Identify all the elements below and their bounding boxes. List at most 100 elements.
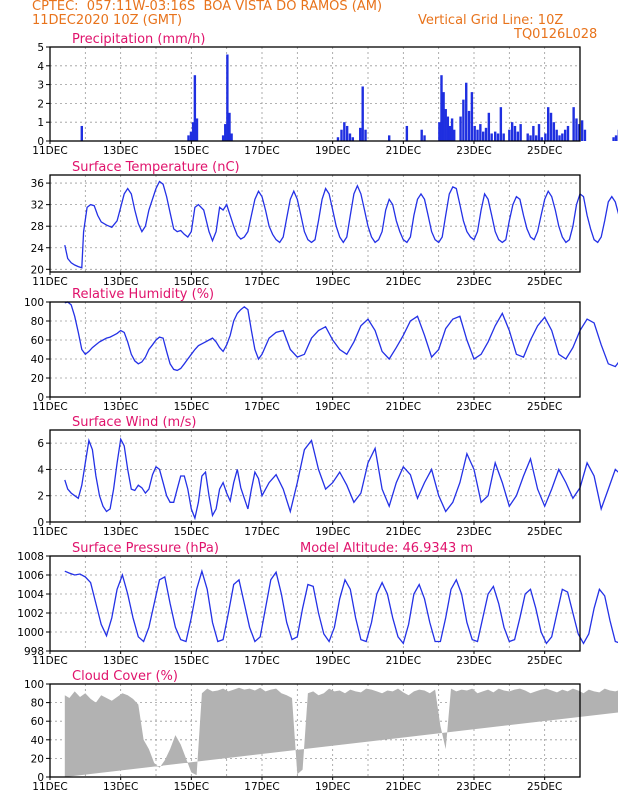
- precip-bar: [189, 131, 193, 141]
- humidity-ytick-label: 80: [31, 316, 44, 328]
- precip-bar: [221, 135, 225, 141]
- precip-xtick-label: 25DEC: [527, 145, 562, 157]
- wind-xtick-label: 13DEC: [103, 526, 138, 538]
- precip-bar: [473, 125, 476, 141]
- pressure-ytick-label: 998: [24, 646, 44, 658]
- precip-ytick-label: 5: [37, 42, 44, 54]
- precip-bar: [230, 133, 233, 141]
- pressure-xtick-label: 25DEC: [527, 655, 562, 667]
- precip-bar: [359, 127, 362, 141]
- precip-bar: [513, 125, 517, 141]
- precip-bar: [555, 129, 558, 141]
- temp-xtick-label: 11DEC: [32, 276, 67, 288]
- precip-xtick-label: 17DEC: [244, 145, 279, 157]
- model-code: TQ0126L028: [514, 27, 598, 42]
- humidity-xtick-label: 25DEC: [527, 401, 562, 413]
- pressure-xtick-label: 13DEC: [103, 655, 138, 667]
- pressure-title: Surface Pressure (hPa): [72, 541, 219, 556]
- precip-bar: [351, 137, 355, 141]
- temp-xtick-label: 17DEC: [244, 276, 279, 288]
- precip-bar: [226, 54, 229, 141]
- wind-ytick-label: 4: [37, 464, 44, 476]
- cloud-ytick-label: 0: [37, 772, 44, 784]
- cloud-series-area: [64, 687, 618, 777]
- precip-bar: [481, 131, 485, 141]
- cloud-xtick-label: 25DEC: [527, 781, 562, 793]
- wind-frame: [49, 429, 581, 523]
- humidity-ytick-label: 40: [31, 354, 44, 366]
- pressure-xtick-label: 15DEC: [174, 655, 209, 667]
- precip-bar: [462, 99, 465, 141]
- humidity-ytick-label: 0: [37, 392, 44, 404]
- temp-ytick-label: 36: [31, 178, 45, 190]
- precip-bar: [499, 107, 503, 141]
- cloud-xtick-label: 23DEC: [456, 781, 491, 793]
- precip-bar: [479, 124, 482, 141]
- precip-bar: [465, 82, 468, 141]
- humidity-frame: [49, 301, 581, 398]
- temp-xtick-label: 15DEC: [174, 276, 209, 288]
- temp-ytick-label: 28: [31, 221, 44, 233]
- precip-bar: [444, 109, 447, 141]
- precip-bar: [487, 112, 491, 141]
- temp-xtick-label: 19DEC: [315, 276, 350, 288]
- wind-ytick-label: 6: [37, 438, 44, 450]
- wind-series-line: [64, 437, 618, 521]
- precip-bar: [348, 133, 352, 141]
- precip-bar: [572, 107, 575, 141]
- precip-bar: [388, 135, 391, 141]
- precip-bar: [336, 137, 340, 141]
- precip-title: Precipitation (mm/h): [72, 32, 205, 47]
- wind-xtick-label: 25DEC: [527, 526, 562, 538]
- wind-xtick-label: 21DEC: [386, 526, 421, 538]
- grid-note: Vertical Grid Line: 10Z: [418, 13, 564, 28]
- temp-xtick-label: 13DEC: [103, 276, 138, 288]
- precip-bar: [195, 118, 199, 141]
- precip-xtick-label: 11DEC: [32, 145, 67, 157]
- precip-bar: [364, 129, 367, 141]
- pressure-ytick-label: 1008: [17, 551, 44, 563]
- wind-xtick-label: 23DEC: [456, 526, 491, 538]
- precip-bar: [442, 92, 445, 141]
- pressure-xtick-label: 17DEC: [244, 655, 279, 667]
- precip-bar: [519, 124, 522, 141]
- precip-bar: [561, 133, 564, 141]
- humidity-xtick-label: 11DEC: [32, 401, 67, 413]
- wind-ytick-label: 2: [37, 491, 44, 503]
- precip-ytick-label: 1: [37, 117, 44, 129]
- precip-xtick-label: 19DEC: [315, 145, 350, 157]
- pressure-ytick-label: 1006: [17, 570, 44, 582]
- pressure-annotation: Model Altitude: 46.9343 m: [300, 541, 473, 556]
- wind-title: Surface Wind (m/s): [72, 415, 196, 430]
- precip-bar: [558, 135, 561, 141]
- precip-bar: [614, 135, 618, 141]
- pressure-xtick-label: 23DEC: [456, 655, 491, 667]
- humidity-ytick-label: 100: [24, 297, 44, 309]
- cloud-xtick-label: 17DEC: [244, 781, 279, 793]
- precip-bar: [544, 133, 547, 141]
- cloud-ytick-label: 20: [31, 753, 44, 765]
- precip-bar: [80, 125, 83, 141]
- humidity-xtick-label: 17DEC: [244, 401, 279, 413]
- precip-bar: [361, 86, 364, 141]
- precip-bar: [476, 129, 479, 141]
- humidity-title: Relative Humidity (%): [72, 287, 214, 302]
- temp-xtick-label: 25DEC: [527, 276, 562, 288]
- precip-bar: [446, 116, 450, 141]
- precip-bar: [453, 129, 456, 141]
- temp-xtick-label: 21DEC: [386, 276, 421, 288]
- precip-bar: [612, 137, 615, 141]
- precip-bar: [228, 112, 231, 141]
- cloud-ytick-label: 80: [31, 698, 44, 710]
- wind-xtick-label: 19DEC: [315, 526, 350, 538]
- pressure-ytick-label: 1002: [17, 608, 44, 620]
- precip-bar: [484, 127, 488, 141]
- precip-bar: [405, 125, 409, 141]
- precip-bar: [516, 131, 520, 141]
- precip-bar: [343, 122, 346, 141]
- precip-bar: [580, 120, 584, 141]
- cloud-xtick-label: 13DEC: [103, 781, 138, 793]
- cloud-xtick-label: 19DEC: [315, 781, 350, 793]
- precip-bar: [470, 92, 474, 141]
- precip-xtick-label: 15DEC: [174, 145, 209, 157]
